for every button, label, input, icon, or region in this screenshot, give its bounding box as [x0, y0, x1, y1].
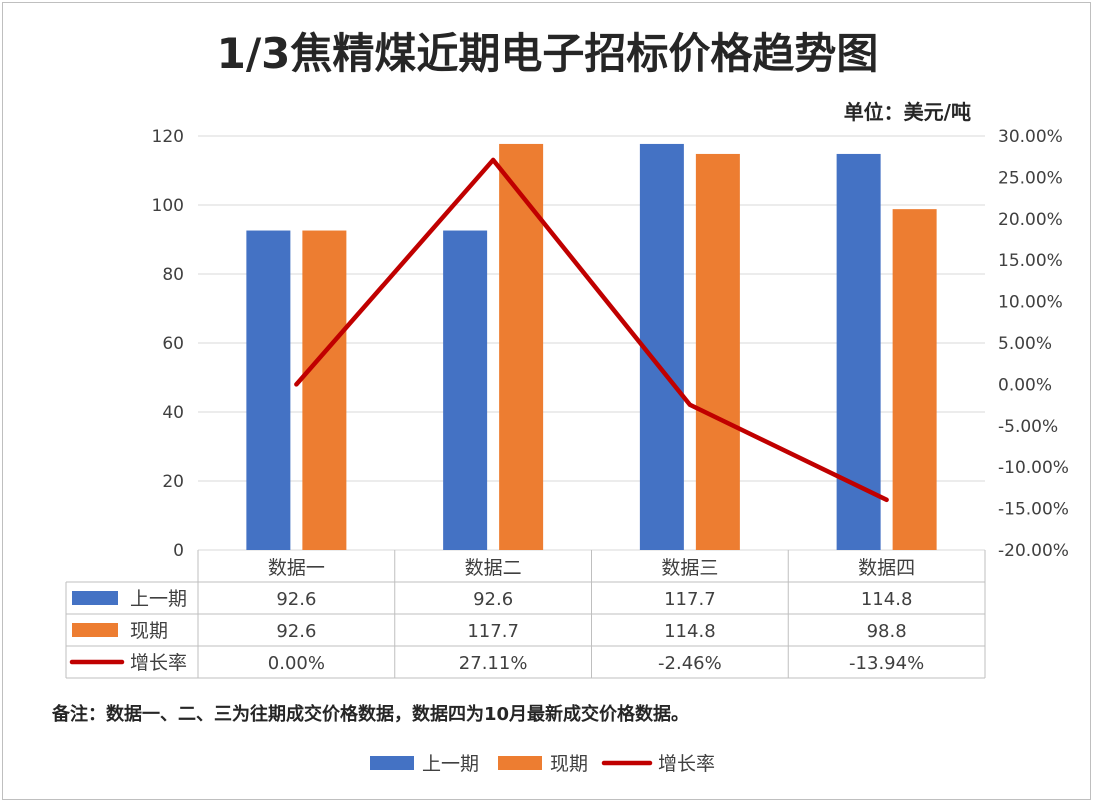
left-tick-label: 0: [173, 541, 184, 561]
table-cell: 98.8: [867, 621, 907, 642]
legend-label: 上一期: [422, 753, 479, 775]
legend-swatch: [370, 756, 414, 770]
table-key-swatch: [72, 591, 118, 605]
bar-current: [892, 209, 937, 550]
legend-swatch: [498, 756, 542, 770]
legend-label: 现期: [550, 753, 588, 775]
left-tick-label: 60: [162, 334, 184, 354]
table-cell: -2.46%: [658, 653, 722, 674]
right-tick-label: 25.00%: [998, 168, 1063, 188]
left-tick-label: 120: [152, 127, 184, 147]
table-series-name: 现期: [130, 620, 168, 642]
bar-previous: [639, 143, 684, 550]
table-cell: 114.8: [861, 589, 913, 610]
left-tick-label: 80: [162, 265, 184, 285]
right-tick-label: 15.00%: [998, 251, 1063, 271]
table-key-swatch: [72, 623, 118, 637]
table-cell: 0.00%: [268, 653, 325, 674]
table-cell: 92.6: [276, 589, 316, 610]
category-label: 数据三: [661, 557, 718, 579]
right-axis-ticks: -20.00% -15.00% -10.00% -5.00% 0.00% 5.00% 10.…: [998, 127, 1069, 561]
table-cell: 117.7: [467, 621, 519, 642]
growth-line: [294, 157, 889, 503]
right-tick-label: 20.00%: [998, 210, 1063, 230]
bar-current: [695, 153, 740, 550]
left-tick-label: 100: [152, 196, 184, 216]
bar-current: [499, 143, 544, 550]
right-tick-label: -20.00%: [998, 541, 1069, 561]
left-tick-label: 40: [162, 403, 184, 423]
right-tick-label: 0.00%: [998, 375, 1052, 395]
right-tick-label: -15.00%: [998, 500, 1069, 520]
right-tick-label: 5.00%: [998, 334, 1052, 354]
category-label: 数据四: [858, 557, 915, 579]
right-tick-label: -10.00%: [998, 458, 1069, 478]
legend-label: 增长率: [658, 753, 715, 775]
bar-previous: [836, 153, 881, 550]
bar-previous: [443, 230, 488, 550]
right-tick-label: 10.00%: [998, 293, 1063, 313]
bar-current: [302, 230, 347, 550]
left-tick-label: 20: [162, 472, 184, 492]
bar-previous: [246, 230, 291, 550]
chart-title: 1/3焦精煤近期电子招标价格趋势图: [216, 29, 879, 78]
table-cell: 114.8: [664, 621, 716, 642]
bars: [246, 143, 937, 550]
table-cell: 92.6: [276, 621, 316, 642]
table-series-name: 增长率: [130, 652, 187, 674]
footnote: 备注：数据一、二、三为往期成交价格数据，数据四为10月最新成交价格数据。: [52, 704, 690, 725]
category-label: 数据二: [465, 557, 522, 579]
legend: 上一期 现期 增长率: [370, 753, 715, 775]
table-cell: 27.11%: [459, 653, 528, 674]
right-tick-label: -5.00%: [998, 417, 1058, 437]
table-cell: 117.7: [664, 589, 716, 610]
table-cell: -13.94%: [849, 653, 924, 674]
unit-label: 单位：美元/吨: [843, 100, 971, 124]
category-label: 数据一: [268, 557, 325, 579]
table-series-name: 上一期: [130, 588, 187, 610]
table-cell: 92.6: [473, 589, 513, 610]
right-tick-label: 30.00%: [998, 127, 1063, 147]
growth-line-path: [294, 157, 889, 503]
left-axis-ticks: 0 20 40 60 80 100 120: [152, 127, 184, 561]
